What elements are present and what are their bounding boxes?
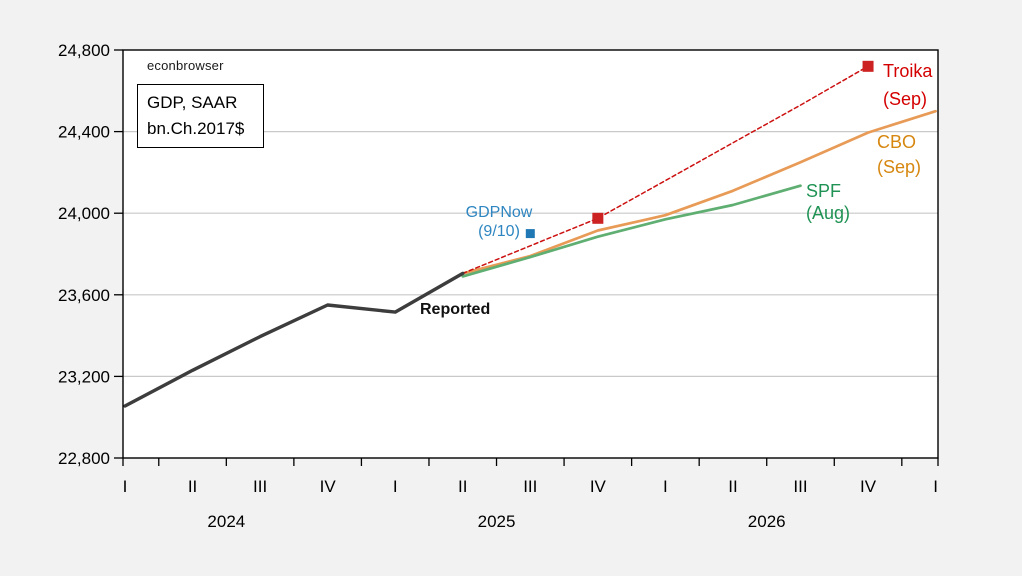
series-label-cbo-line2: (Sep)	[877, 157, 922, 177]
chart-title-box: GDP, SAAR bn.Ch.2017$	[137, 84, 264, 148]
x-axis-quarter-label: IV	[860, 477, 877, 496]
series-label-reported: Reported	[420, 301, 491, 318]
plot-border	[122, 49, 939, 459]
series-line-cbo	[461, 109, 937, 275]
x-axis-quarter-label: I	[123, 477, 128, 496]
y-axis-tick-label: 23,200	[58, 367, 110, 386]
x-axis-year-label: 2025	[478, 512, 516, 531]
series-line-reported	[123, 271, 465, 408]
x-axis-quarter-label: IV	[320, 477, 337, 496]
troika-marker	[862, 60, 874, 72]
x-axis-quarter-label: I	[663, 477, 668, 496]
series-label-cbo-line1: CBO	[877, 132, 917, 152]
point-label-gdpnow: GDPNow (9/10)	[460, 203, 538, 241]
x-axis-year-label: 2024	[207, 512, 245, 531]
series-line-troika	[462, 65, 869, 275]
chart-title-line2: bn.Ch.2017$	[147, 119, 245, 138]
chart-title-line1: GDP, SAAR	[147, 93, 238, 112]
series-label-troika: Troika (Sep)	[883, 57, 932, 113]
x-axis-quarter-label: III	[523, 477, 537, 496]
x-axis-quarter-label: III	[793, 477, 807, 496]
series-label-cbo: CBO (Sep)	[877, 130, 921, 180]
point-label-gdpnow-line2: (9/10)	[478, 223, 520, 240]
series-label-troika-line1: Troika	[883, 61, 933, 81]
x-axis-quarter-label: III	[253, 477, 267, 496]
point-label-gdpnow-line1: GDPNow	[465, 204, 533, 221]
watermark-econbrowser: econbrowser	[147, 58, 224, 73]
series-label-spf: SPF (Aug)	[806, 180, 850, 224]
series-line-spf	[461, 184, 802, 278]
y-axis-tick-label: 22,800	[58, 449, 110, 468]
troika-marker	[592, 212, 604, 224]
x-axis-quarter-label: I	[933, 477, 938, 496]
y-axis-tick-label: 23,600	[58, 286, 110, 305]
x-axis-quarter-label: I	[393, 477, 398, 496]
series-label-spf-line2: (Aug)	[806, 203, 851, 223]
x-axis-quarter-label: II	[458, 477, 467, 496]
x-axis-quarter-label: II	[728, 477, 737, 496]
series-label-spf-line1: SPF	[806, 181, 842, 201]
series-label-troika-line2: (Sep)	[883, 89, 928, 109]
gdpnow-marker	[525, 229, 535, 239]
y-axis-tick-label: 24,000	[58, 204, 110, 223]
y-axis-tick-label: 24,800	[58, 41, 110, 60]
x-axis-year-label: 2026	[748, 512, 786, 531]
x-axis-quarter-label: IV	[590, 477, 607, 496]
x-axis-quarter-label: II	[188, 477, 197, 496]
y-axis-tick-label: 24,400	[58, 123, 110, 142]
